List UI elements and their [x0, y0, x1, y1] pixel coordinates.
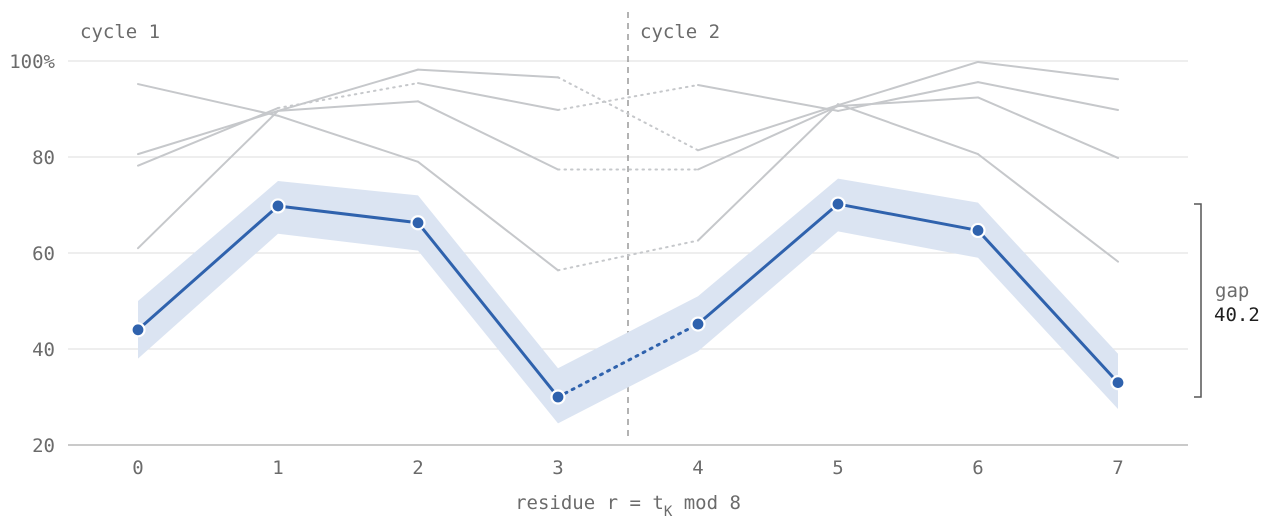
x-tick-label: 5: [832, 457, 843, 479]
background-segment: [417, 68, 559, 79]
x-tick-label: 1: [272, 457, 283, 479]
background-segment: [977, 153, 1119, 263]
highlight-confidence-band: [138, 178, 1118, 424]
x-tick-label: 2: [412, 457, 423, 479]
background-dotted-segment: [557, 84, 699, 111]
x-axis-title-subscript: K: [664, 504, 673, 520]
background-dotted-segment: [557, 76, 699, 152]
background-series-4: [137, 60, 1119, 250]
highlight-point: [550, 389, 566, 405]
background-segment: [417, 160, 559, 272]
background-segment: [277, 68, 419, 112]
highlight-segment: [416, 221, 560, 399]
background-segment: [837, 103, 979, 156]
highlight-point: [410, 215, 426, 231]
highlight-segment: [836, 202, 980, 232]
y-tick-label: 80: [32, 147, 55, 169]
axis-labels: 20 40 60 80 100% 0 1 2 3 4 5 6 7: [9, 51, 1123, 479]
x-axis-title-suffix: mod 8: [672, 492, 741, 514]
highlight-point: [970, 222, 986, 239]
cycle-2-label: cycle 2: [640, 21, 720, 43]
background-segment: [137, 83, 279, 117]
x-axis-title-prefix: residue r = t: [515, 492, 664, 514]
x-tick-label: 0: [132, 457, 143, 479]
x-tick-label: 3: [552, 457, 563, 479]
background-segment: [137, 107, 279, 167]
highlight-segment: [276, 204, 420, 225]
x-axis-title: residue r = tK mod 8: [515, 492, 741, 520]
background-dotted-segment: [277, 82, 419, 110]
background-segment: [417, 82, 559, 111]
background-segment: [137, 109, 279, 250]
background-segment: [697, 105, 839, 171]
confidence-band-area: [138, 178, 1118, 424]
background-series-3: [137, 81, 1119, 167]
cycle-1-label: cycle 1: [80, 21, 160, 43]
highlight-point: [1110, 375, 1126, 391]
gap-value: 40.2: [1214, 304, 1260, 326]
x-tick-label: 4: [692, 457, 703, 479]
y-tick-label: 40: [32, 339, 55, 361]
y-tick-label: 100%: [9, 51, 55, 73]
highlight-dotted-segment: [556, 322, 700, 399]
highlight-series: [130, 196, 1126, 405]
y-tick-label: 60: [32, 243, 55, 265]
gap-label: gap: [1215, 280, 1249, 302]
background-segment: [977, 60, 1119, 81]
background-segment: [837, 81, 979, 112]
highlight-segment: [976, 228, 1120, 385]
background-segment: [697, 84, 839, 112]
highlight-point: [830, 196, 846, 212]
gap-annotation: gap 40.2: [1194, 203, 1260, 398]
y-tick-label: 20: [32, 435, 55, 457]
background-segment: [837, 60, 979, 107]
highlight-point: [130, 322, 146, 338]
gap-bracket: [1194, 203, 1202, 398]
highlight-point: [270, 198, 286, 214]
background-segment: [837, 96, 979, 108]
highlight-point: [690, 316, 706, 332]
x-tick-label: 7: [1112, 457, 1123, 479]
background-dotted-segment: [557, 239, 699, 272]
background-segment: [417, 100, 559, 171]
background-series: [137, 60, 1119, 272]
background-segment: [977, 81, 1119, 111]
background-segment: [277, 100, 419, 112]
background-segment: [697, 103, 839, 242]
highlight-segment: [696, 202, 840, 326]
highlight-segment: [136, 204, 280, 332]
x-tick-label: 6: [972, 457, 983, 479]
background-segment: [277, 114, 419, 163]
background-series-1: [137, 83, 1119, 272]
background-segment: [697, 104, 839, 152]
background-segment: [977, 96, 1119, 159]
